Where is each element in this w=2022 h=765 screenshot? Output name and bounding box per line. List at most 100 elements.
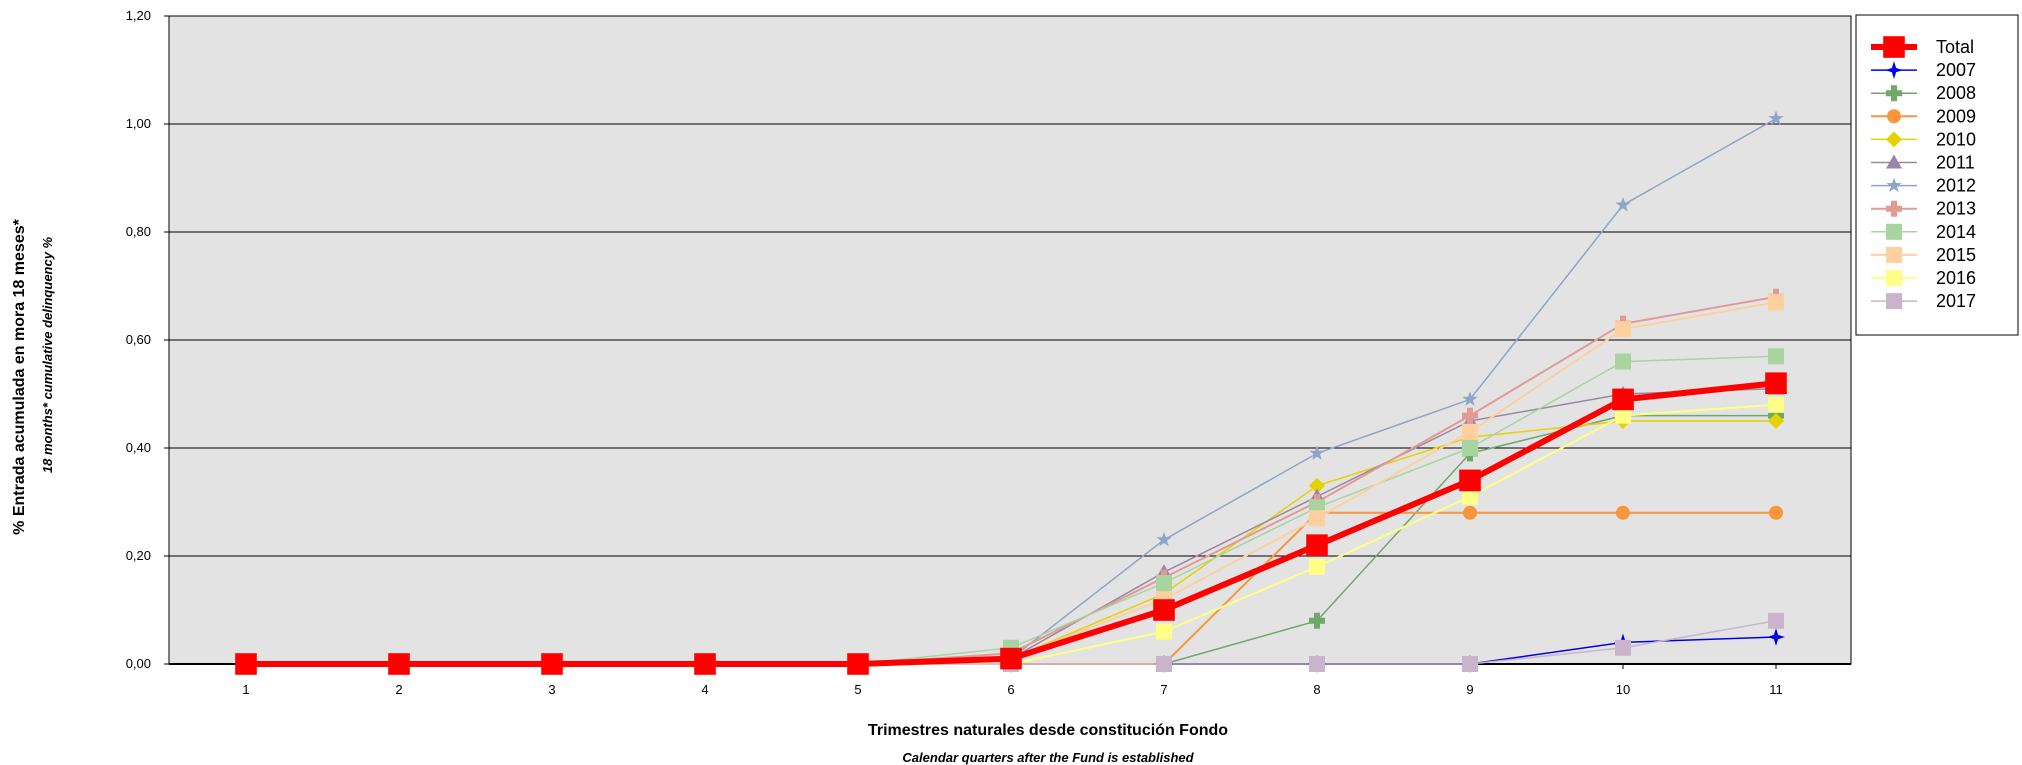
x-tick-label: 2 bbox=[395, 682, 402, 697]
legend-marker bbox=[1886, 131, 1902, 148]
data-point-2015 bbox=[1462, 423, 1478, 440]
x-axis-title: Trimestres naturales desde constitución … bbox=[868, 722, 1228, 739]
data-point-total bbox=[388, 653, 410, 675]
legend-label: 2013 bbox=[1936, 199, 1976, 219]
x-axis-subtitle: Calendar quarters after the Fund is esta… bbox=[902, 750, 1194, 765]
data-point-2010 bbox=[1768, 413, 1784, 429]
data-point-2014 bbox=[1156, 575, 1172, 591]
legend-marker bbox=[1886, 200, 1902, 217]
data-point-2016 bbox=[1309, 558, 1325, 575]
x-tick-label: 4 bbox=[701, 682, 708, 697]
data-point-2009 bbox=[1616, 505, 1630, 520]
y-axis-title: % Entrada acumulada en mora 18 meses* bbox=[11, 218, 28, 534]
data-point-total bbox=[541, 653, 563, 675]
x-tick-label: 6 bbox=[1007, 682, 1014, 697]
data-point-2007 bbox=[1767, 628, 1785, 646]
legend-marker bbox=[1886, 154, 1902, 169]
legend-item-2016: 2016 bbox=[1871, 268, 1976, 288]
data-point-2009 bbox=[1463, 505, 1477, 520]
x-tick-label: 3 bbox=[548, 682, 555, 697]
data-point-total bbox=[1459, 469, 1481, 492]
data-point-2017 bbox=[1768, 612, 1784, 629]
legend-marker bbox=[1886, 246, 1902, 263]
data-point-2008 bbox=[1309, 612, 1325, 629]
data-point-2013 bbox=[1462, 407, 1478, 424]
legend-item-2011: 2011 bbox=[1871, 153, 1975, 173]
legend-label: 2015 bbox=[1936, 245, 1976, 265]
data-point-2012 bbox=[1309, 445, 1325, 460]
y-tick-label: 0,40 bbox=[126, 440, 151, 455]
data-point-total bbox=[1153, 599, 1175, 621]
x-tick-label: 5 bbox=[854, 682, 861, 697]
x-tick-label: 9 bbox=[1466, 682, 1473, 697]
data-point-2017 bbox=[1615, 639, 1631, 656]
x-tick-label: 10 bbox=[1616, 682, 1630, 697]
legend-item-2009: 2009 bbox=[1871, 106, 1976, 126]
data-point-2016 bbox=[1768, 396, 1784, 413]
legend-item-2014: 2014 bbox=[1871, 222, 1976, 242]
data-point-2017 bbox=[1309, 656, 1325, 672]
data-point-2016 bbox=[1462, 488, 1478, 505]
data-point-2010 bbox=[1309, 477, 1325, 494]
data-point-2016 bbox=[1156, 623, 1172, 640]
data-point-2015 bbox=[1615, 321, 1631, 338]
legend-label: 2012 bbox=[1936, 176, 1976, 196]
x-tick-label: 1 bbox=[242, 682, 249, 697]
data-point-2017 bbox=[1156, 656, 1172, 672]
legend-marker bbox=[1883, 36, 1905, 58]
legend-box bbox=[1855, 14, 2019, 336]
legend-item-2015: 2015 bbox=[1871, 245, 1976, 265]
legend-marker bbox=[1886, 223, 1902, 240]
data-point-2012 bbox=[1768, 110, 1784, 126]
legend-label: 2007 bbox=[1936, 60, 1976, 80]
legend-label: 2011 bbox=[1936, 153, 1975, 173]
y-tick-label: 1,00 bbox=[126, 116, 151, 131]
legend-label: 2014 bbox=[1936, 222, 1976, 242]
legend-label: 2009 bbox=[1936, 106, 1976, 126]
legend-item-2007: 2007 bbox=[1871, 60, 1976, 80]
data-point-2015 bbox=[1768, 294, 1784, 311]
legend-label: 2010 bbox=[1936, 129, 1976, 149]
legend-marker bbox=[1885, 61, 1903, 80]
data-point-2014 bbox=[1615, 353, 1631, 370]
legend-marker bbox=[1886, 293, 1902, 310]
legend: Total 2007 2008 2009 2010 2011 2012 2013 2014 201… bbox=[1855, 14, 2019, 336]
legend-label: 2017 bbox=[1936, 291, 1976, 311]
legend-label: 2008 bbox=[1936, 83, 1976, 103]
y-tick-label: 1,20 bbox=[126, 8, 151, 23]
data-point-2009 bbox=[1769, 505, 1783, 520]
y-tick-label: 0,20 bbox=[126, 548, 151, 563]
data-point-2012 bbox=[1156, 531, 1172, 547]
data-point-2014 bbox=[1768, 348, 1784, 365]
data-point-2017 bbox=[1462, 656, 1478, 672]
y-tick-label: 0,80 bbox=[126, 224, 151, 239]
x-tick-label: 8 bbox=[1313, 682, 1320, 697]
data-point-2015 bbox=[1309, 510, 1325, 527]
legend-marker bbox=[1886, 85, 1902, 102]
legend-marker bbox=[1886, 177, 1902, 193]
y-axis-subtitle: 18 months* cumulative delinquency % bbox=[40, 236, 55, 473]
data-point-total bbox=[1306, 534, 1328, 556]
x-tick-label: 11 bbox=[1769, 682, 1783, 697]
legend-item-2017: 2017 bbox=[1871, 291, 1976, 311]
data-point-2012 bbox=[1462, 391, 1478, 406]
data-point-2016 bbox=[1615, 407, 1631, 424]
legend-label: Total bbox=[1936, 37, 1974, 57]
legend-marker bbox=[1887, 109, 1901, 124]
data-point-total bbox=[694, 653, 716, 675]
legend-item-2012: 2012 bbox=[1871, 176, 1976, 196]
data-point-total bbox=[1612, 388, 1634, 411]
legend-label: 2016 bbox=[1936, 268, 1976, 288]
legend-marker bbox=[1886, 270, 1902, 286]
legend-item-2010: 2010 bbox=[1871, 129, 1976, 149]
data-point-total bbox=[1765, 372, 1787, 394]
y-tick-label: 0,00 bbox=[126, 656, 151, 671]
data-point-2012 bbox=[1615, 197, 1631, 212]
data-point-total bbox=[847, 653, 869, 675]
data-point-total bbox=[235, 653, 257, 675]
y-tick-label: 0,60 bbox=[126, 332, 151, 347]
x-tick-label: 7 bbox=[1160, 682, 1167, 697]
legend-item-2013: 2013 bbox=[1871, 199, 1976, 219]
legend-item-total: Total bbox=[1871, 36, 1974, 58]
